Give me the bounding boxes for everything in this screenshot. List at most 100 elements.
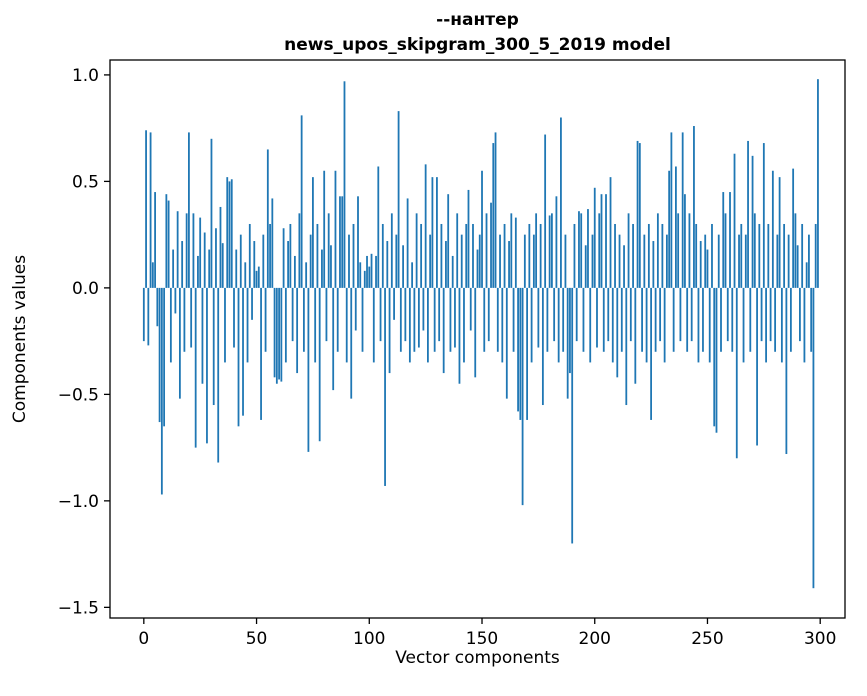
bar bbox=[494, 132, 497, 288]
bar bbox=[551, 213, 553, 288]
bar bbox=[620, 287, 623, 352]
bar bbox=[663, 287, 666, 363]
bar bbox=[291, 287, 294, 342]
bar bbox=[149, 132, 152, 288]
bar bbox=[255, 270, 258, 288]
bar bbox=[230, 179, 233, 288]
bar bbox=[190, 287, 193, 348]
bar bbox=[386, 241, 389, 288]
bar bbox=[307, 287, 310, 452]
bar bbox=[555, 196, 558, 288]
bar bbox=[593, 187, 596, 288]
bar bbox=[172, 249, 175, 288]
bar bbox=[472, 223, 474, 288]
bar bbox=[417, 287, 420, 348]
bar bbox=[246, 287, 249, 363]
bar bbox=[350, 287, 353, 399]
plot-border bbox=[109, 59, 846, 619]
bar bbox=[627, 213, 630, 288]
bar bbox=[492, 143, 495, 288]
bar bbox=[564, 234, 567, 288]
y-tick-label: −1.0 bbox=[58, 492, 99, 512]
bar bbox=[611, 287, 614, 363]
bar bbox=[803, 287, 806, 363]
bar bbox=[316, 223, 319, 288]
bar bbox=[436, 177, 438, 288]
bar bbox=[348, 234, 350, 288]
bar bbox=[789, 287, 792, 352]
bar bbox=[794, 213, 797, 288]
bar bbox=[323, 170, 326, 288]
bar bbox=[366, 255, 368, 288]
bar bbox=[372, 287, 375, 363]
bar bbox=[697, 287, 700, 363]
bar bbox=[625, 287, 628, 406]
bar bbox=[490, 202, 492, 288]
bar bbox=[808, 234, 810, 288]
bar bbox=[693, 126, 695, 288]
bar bbox=[433, 287, 436, 352]
bar bbox=[408, 287, 411, 363]
bar bbox=[278, 287, 280, 380]
bar bbox=[185, 213, 188, 288]
bar bbox=[767, 223, 770, 288]
bar bbox=[456, 213, 459, 288]
bar bbox=[359, 262, 362, 288]
bar bbox=[163, 287, 166, 427]
bar bbox=[244, 262, 247, 288]
bar bbox=[381, 223, 384, 288]
bar bbox=[600, 194, 603, 288]
bar bbox=[212, 287, 215, 406]
bar bbox=[596, 287, 598, 348]
bar bbox=[390, 213, 393, 288]
bar bbox=[645, 287, 648, 363]
bar bbox=[521, 287, 524, 506]
bar bbox=[487, 287, 490, 342]
bar bbox=[228, 181, 231, 288]
bar bbox=[411, 262, 414, 288]
bar bbox=[327, 213, 330, 288]
bar bbox=[318, 287, 321, 442]
bar bbox=[449, 287, 452, 352]
bar bbox=[792, 168, 795, 288]
bar bbox=[740, 223, 743, 288]
bar bbox=[384, 287, 386, 486]
bar bbox=[460, 234, 463, 288]
bar bbox=[686, 287, 689, 352]
bar bbox=[602, 287, 605, 352]
bar bbox=[632, 223, 634, 288]
bar bbox=[609, 177, 612, 288]
bar bbox=[305, 262, 308, 288]
bar bbox=[377, 166, 380, 288]
bar bbox=[440, 223, 443, 288]
bar bbox=[751, 155, 754, 288]
bar bbox=[544, 134, 547, 288]
bar bbox=[505, 287, 508, 399]
bar bbox=[379, 287, 382, 342]
bar bbox=[814, 223, 817, 288]
bar bbox=[560, 117, 562, 288]
bar bbox=[546, 287, 549, 352]
bar bbox=[165, 194, 168, 288]
bar bbox=[239, 234, 242, 288]
bar bbox=[217, 287, 220, 463]
bar bbox=[756, 287, 758, 446]
bar bbox=[280, 287, 283, 382]
bar bbox=[724, 213, 727, 288]
bar bbox=[733, 153, 736, 288]
bar bbox=[562, 287, 565, 352]
bar bbox=[357, 196, 359, 288]
bar bbox=[668, 170, 671, 288]
bar bbox=[672, 287, 675, 352]
bar bbox=[465, 223, 468, 288]
bar bbox=[463, 287, 465, 363]
bar bbox=[481, 170, 483, 288]
bar bbox=[747, 140, 749, 288]
bar bbox=[796, 245, 799, 288]
bar bbox=[695, 223, 698, 288]
bar bbox=[778, 177, 781, 288]
bar bbox=[242, 287, 244, 416]
bar bbox=[226, 177, 229, 288]
bar bbox=[591, 234, 594, 288]
bar bbox=[618, 234, 621, 288]
